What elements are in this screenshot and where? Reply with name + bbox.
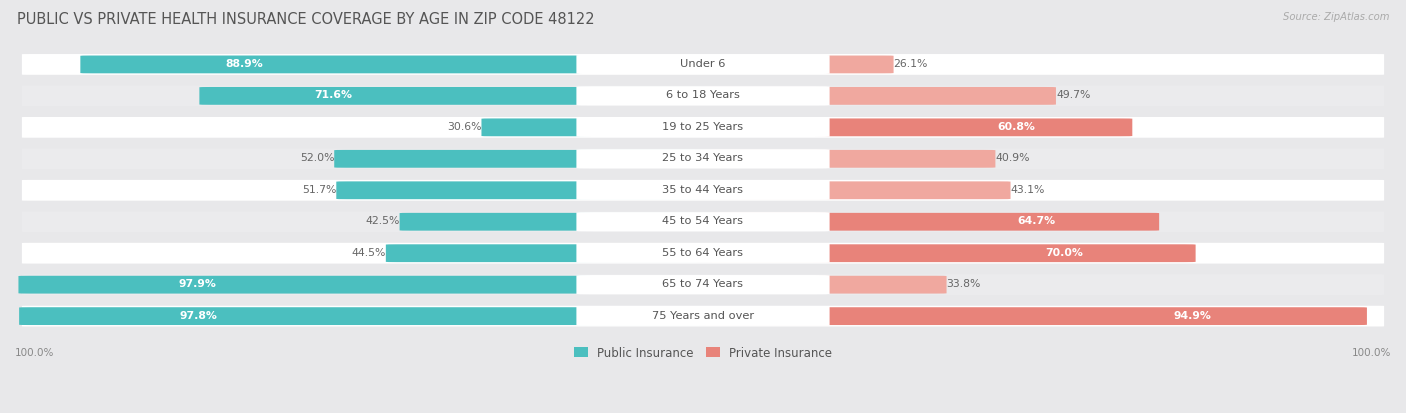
FancyBboxPatch shape bbox=[22, 149, 1384, 170]
Text: 43.1%: 43.1% bbox=[1011, 184, 1045, 194]
FancyBboxPatch shape bbox=[576, 213, 830, 232]
Text: 6 to 18 Years: 6 to 18 Years bbox=[666, 90, 740, 100]
FancyBboxPatch shape bbox=[336, 182, 714, 200]
Text: Source: ZipAtlas.com: Source: ZipAtlas.com bbox=[1282, 12, 1389, 22]
FancyBboxPatch shape bbox=[22, 86, 1384, 107]
FancyBboxPatch shape bbox=[22, 212, 1384, 233]
FancyBboxPatch shape bbox=[692, 276, 946, 294]
FancyBboxPatch shape bbox=[692, 182, 1011, 200]
Text: 70.0%: 70.0% bbox=[1045, 247, 1083, 257]
Text: 45 to 54 Years: 45 to 54 Years bbox=[662, 216, 744, 225]
Text: 25 to 34 Years: 25 to 34 Years bbox=[662, 153, 744, 163]
FancyBboxPatch shape bbox=[692, 88, 1056, 106]
Text: PUBLIC VS PRIVATE HEALTH INSURANCE COVERAGE BY AGE IN ZIP CODE 48122: PUBLIC VS PRIVATE HEALTH INSURANCE COVER… bbox=[17, 12, 595, 27]
Text: 49.7%: 49.7% bbox=[1056, 90, 1090, 100]
Text: 35 to 44 Years: 35 to 44 Years bbox=[662, 184, 744, 194]
FancyBboxPatch shape bbox=[80, 57, 714, 74]
Text: 97.9%: 97.9% bbox=[179, 278, 217, 288]
FancyBboxPatch shape bbox=[22, 180, 1384, 201]
Text: 42.5%: 42.5% bbox=[366, 216, 399, 225]
Text: 52.0%: 52.0% bbox=[299, 153, 335, 163]
Text: 33.8%: 33.8% bbox=[946, 278, 981, 288]
FancyBboxPatch shape bbox=[22, 306, 1384, 327]
FancyBboxPatch shape bbox=[692, 57, 894, 74]
FancyBboxPatch shape bbox=[20, 308, 714, 325]
Text: 94.9%: 94.9% bbox=[1174, 310, 1212, 320]
FancyBboxPatch shape bbox=[200, 88, 714, 106]
Text: 97.8%: 97.8% bbox=[180, 310, 218, 320]
FancyBboxPatch shape bbox=[576, 87, 830, 106]
Text: 100.0%: 100.0% bbox=[15, 347, 55, 357]
Text: 88.9%: 88.9% bbox=[225, 59, 263, 69]
FancyBboxPatch shape bbox=[335, 151, 714, 169]
Text: 64.7%: 64.7% bbox=[1018, 216, 1056, 225]
Text: 100.0%: 100.0% bbox=[1351, 347, 1391, 357]
FancyBboxPatch shape bbox=[22, 243, 1384, 264]
Text: 30.6%: 30.6% bbox=[447, 121, 481, 131]
FancyBboxPatch shape bbox=[22, 55, 1384, 76]
FancyBboxPatch shape bbox=[18, 276, 714, 294]
FancyBboxPatch shape bbox=[481, 119, 714, 137]
Text: 40.9%: 40.9% bbox=[995, 153, 1031, 163]
FancyBboxPatch shape bbox=[576, 56, 830, 75]
FancyBboxPatch shape bbox=[576, 244, 830, 263]
FancyBboxPatch shape bbox=[22, 275, 1384, 295]
FancyBboxPatch shape bbox=[576, 181, 830, 200]
FancyBboxPatch shape bbox=[576, 150, 830, 169]
Text: 71.6%: 71.6% bbox=[315, 90, 353, 100]
Text: 65 to 74 Years: 65 to 74 Years bbox=[662, 278, 744, 288]
FancyBboxPatch shape bbox=[399, 214, 714, 231]
Text: 75 Years and over: 75 Years and over bbox=[652, 310, 754, 320]
Text: 44.5%: 44.5% bbox=[352, 247, 385, 257]
FancyBboxPatch shape bbox=[692, 119, 1132, 137]
FancyBboxPatch shape bbox=[576, 275, 830, 294]
Text: Under 6: Under 6 bbox=[681, 59, 725, 69]
FancyBboxPatch shape bbox=[576, 119, 830, 138]
Text: 60.8%: 60.8% bbox=[998, 121, 1036, 131]
FancyBboxPatch shape bbox=[692, 151, 995, 169]
FancyBboxPatch shape bbox=[692, 214, 1159, 231]
Text: 19 to 25 Years: 19 to 25 Years bbox=[662, 121, 744, 131]
Text: 26.1%: 26.1% bbox=[894, 59, 928, 69]
FancyBboxPatch shape bbox=[692, 308, 1367, 325]
FancyBboxPatch shape bbox=[576, 307, 830, 326]
Text: 55 to 64 Years: 55 to 64 Years bbox=[662, 247, 744, 257]
Legend: Public Insurance, Private Insurance: Public Insurance, Private Insurance bbox=[569, 342, 837, 364]
FancyBboxPatch shape bbox=[692, 245, 1195, 263]
Text: 51.7%: 51.7% bbox=[302, 184, 336, 194]
FancyBboxPatch shape bbox=[385, 245, 714, 263]
FancyBboxPatch shape bbox=[22, 118, 1384, 138]
